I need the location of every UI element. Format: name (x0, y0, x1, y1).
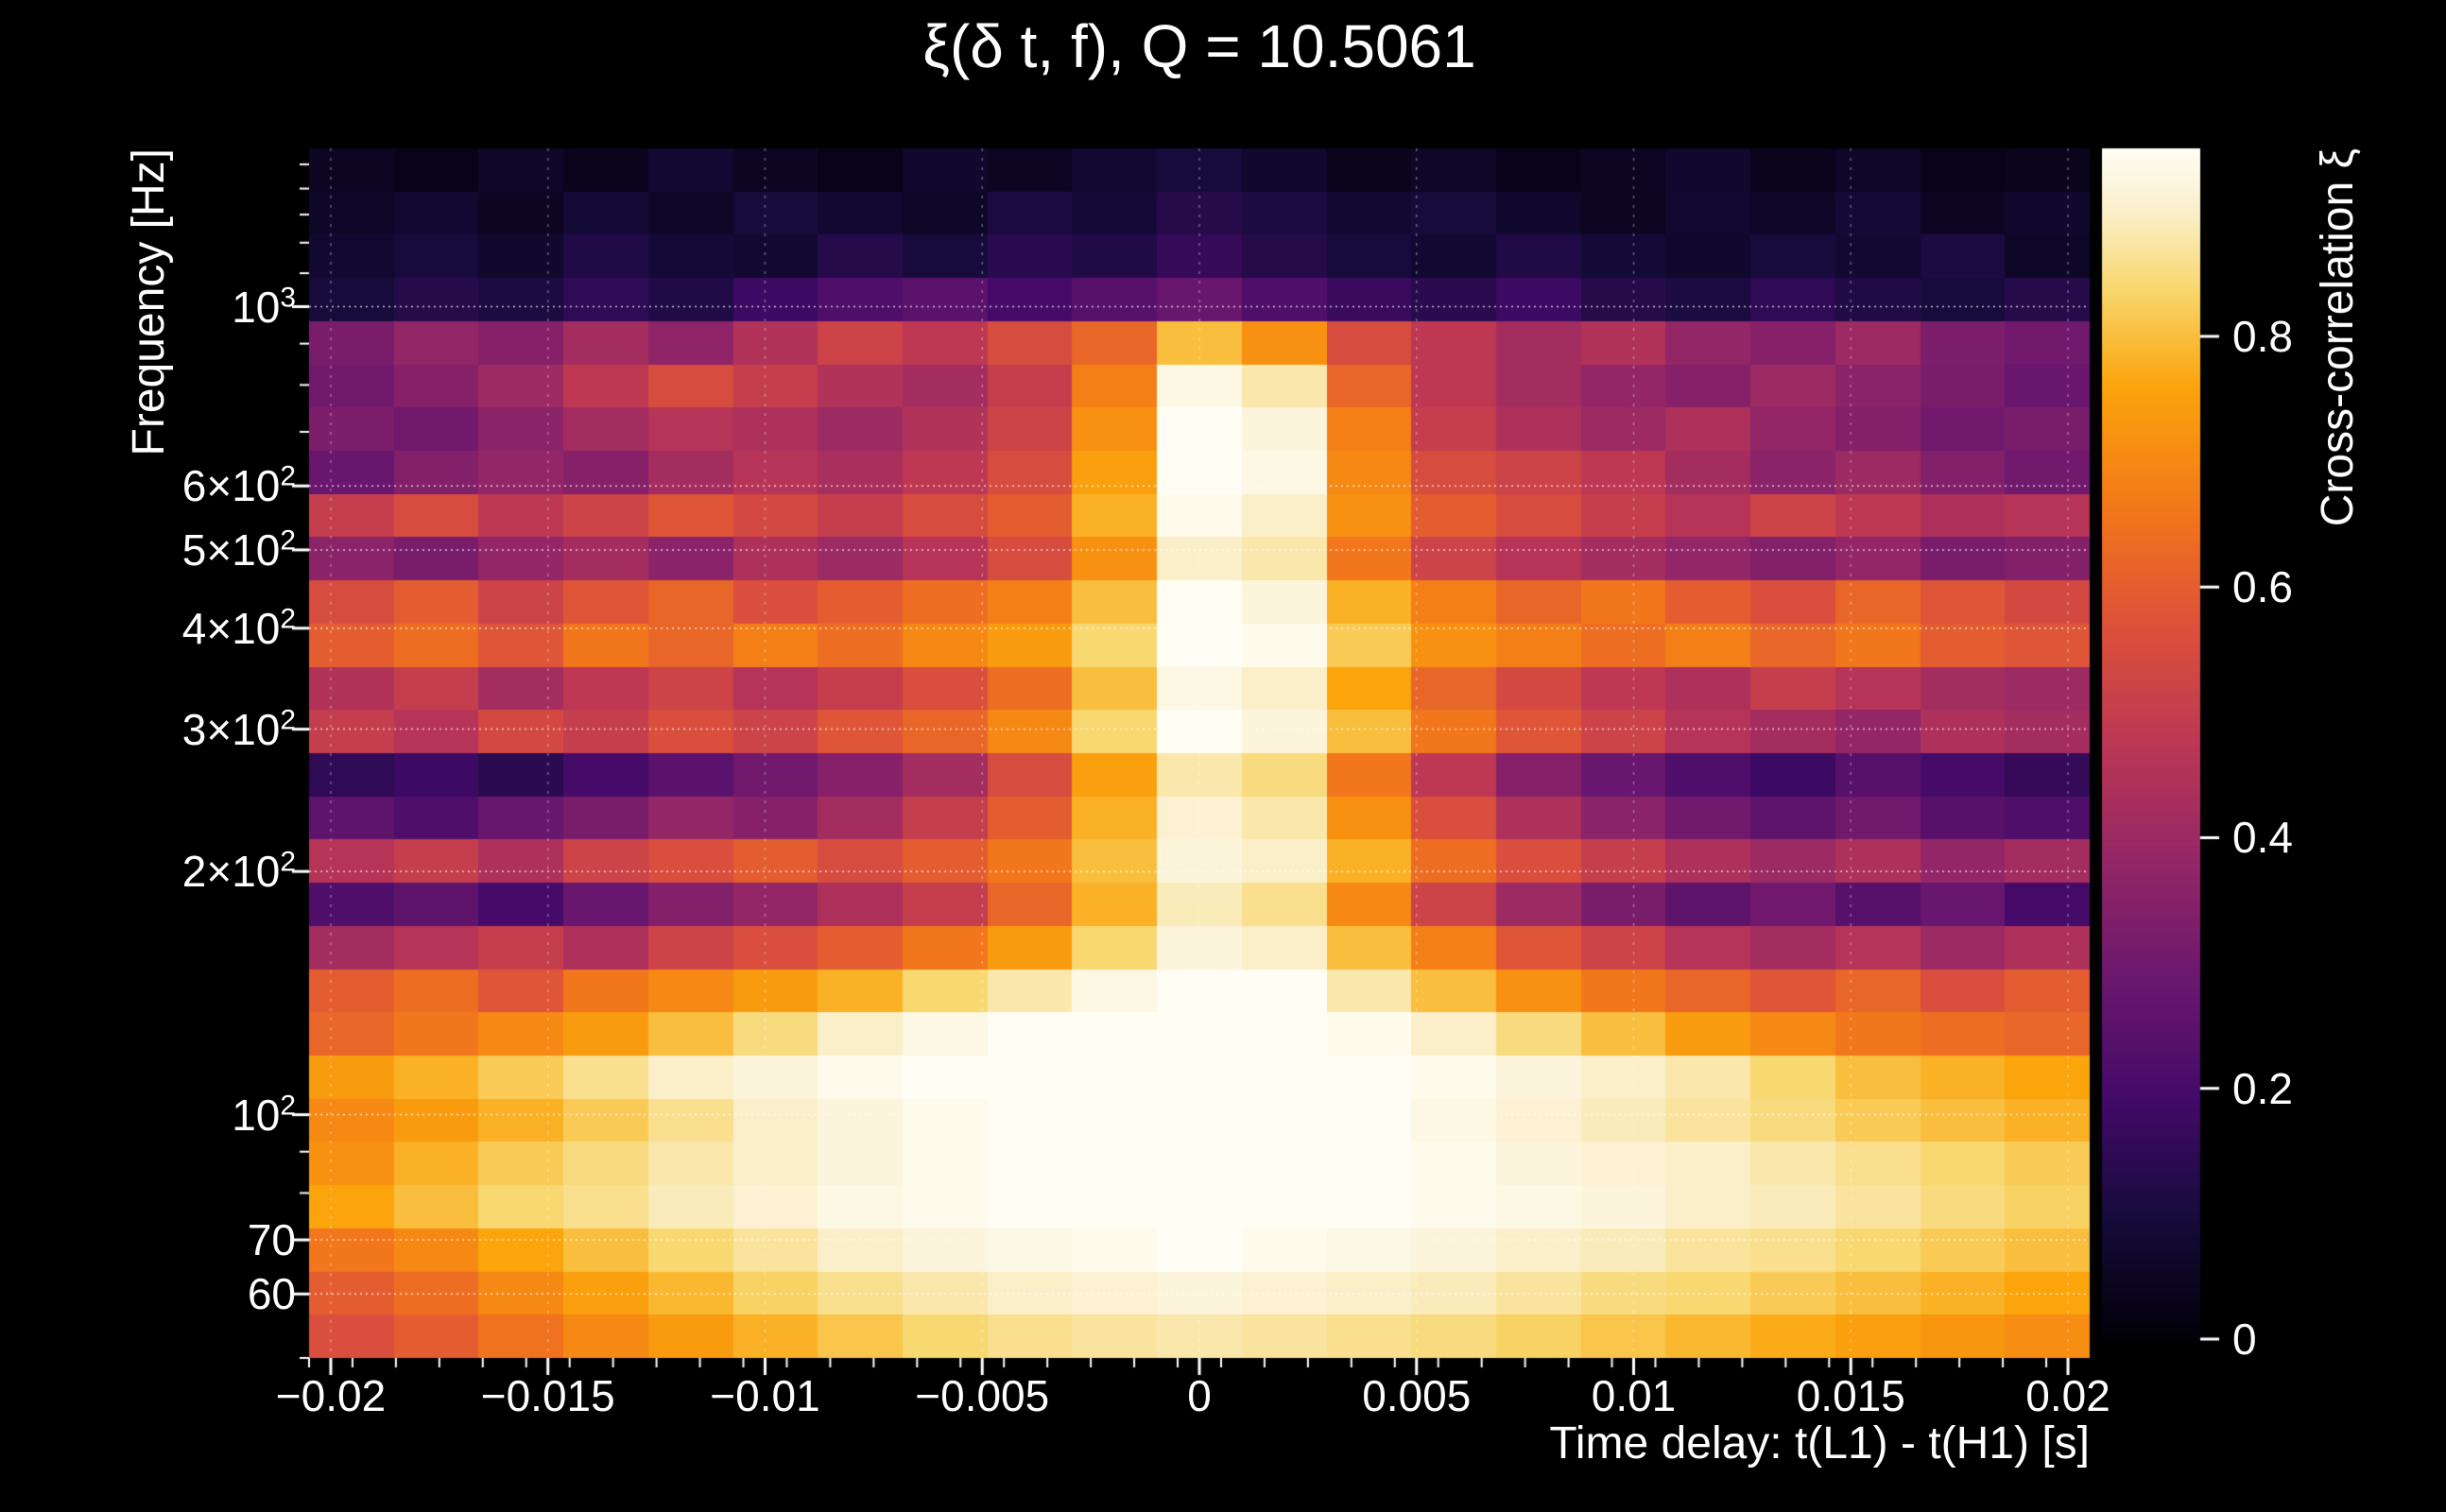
colorbar-tick-label: 0.2 (2232, 1063, 2293, 1113)
x-tick-label: −0.015 (480, 1371, 615, 1420)
colorbar-tick-label: 0.4 (2232, 813, 2293, 863)
x-tick-label: −0.005 (915, 1371, 1050, 1420)
x-tick-label: −0.02 (275, 1371, 387, 1420)
y-tick-label: 103 (232, 282, 296, 332)
chart-title: ξ(δ t, f), Q = 10.5061 (922, 12, 1476, 80)
y-tick-label: 4×102 (181, 603, 296, 653)
colorbar-tick-label: 0 (2232, 1314, 2257, 1364)
y-tick-label: 102 (232, 1090, 296, 1140)
y-tick-label: 60 (247, 1269, 296, 1319)
y-tick-label: 6×102 (181, 460, 296, 511)
x-tick-label: 0.01 (1591, 1371, 1677, 1420)
x-tick-label: 0.005 (1362, 1371, 1472, 1420)
y-tick-label: 70 (247, 1215, 296, 1265)
x-axis-label: Time delay: t(L1) - t(H1) [s] (1549, 1418, 2090, 1469)
y-tick-label: 5×102 (181, 524, 296, 575)
y-tick-label: 3×102 (181, 704, 296, 754)
colorbar-tick-label: 0.6 (2232, 562, 2293, 612)
colorbar-label: Cross-correlation ξ (2313, 148, 2363, 527)
x-tick-label: 0.02 (2025, 1371, 2110, 1420)
x-tick-label: 0 (1187, 1371, 1212, 1420)
colorbar-tick-label: 0.8 (2232, 311, 2293, 361)
y-axis-label: Frequency [Hz] (124, 148, 174, 456)
x-tick-label: −0.01 (710, 1371, 820, 1420)
y-tick-label: 2×102 (181, 846, 296, 897)
x-tick-label: 0.015 (1796, 1371, 1905, 1420)
